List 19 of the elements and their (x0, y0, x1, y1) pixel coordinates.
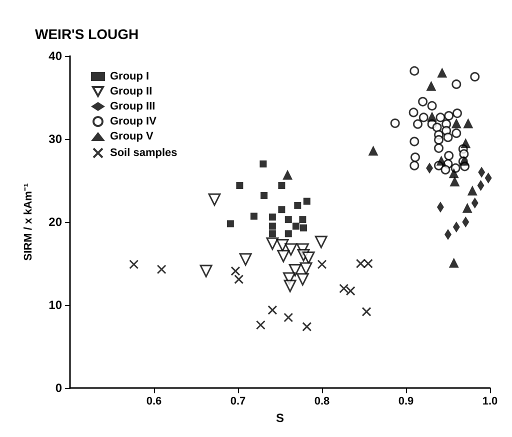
legend-label: Group III (110, 100, 156, 112)
chart-title: WEIR'S LOUGH (35, 26, 139, 42)
y-tick-label: 10 (48, 298, 62, 312)
y-tick-label: 20 (48, 215, 62, 230)
legend-label: Group I (110, 70, 150, 82)
x-tick-label: 0.8 (314, 396, 330, 408)
x-tick-label: 0.9 (398, 396, 414, 408)
y-axis-title: SIRM / x kAm⁻¹ (22, 183, 34, 261)
x-tick-label: 1.0 (482, 396, 498, 408)
legend-label: Group V (110, 130, 154, 142)
legend-label: Group II (110, 86, 152, 98)
legend-label: Soil samples (110, 147, 178, 159)
legend-label: Group IV (110, 116, 158, 128)
y-tick-label: 30 (48, 132, 62, 146)
y-tick-label: 40 (48, 49, 62, 63)
x-axis-title: S (276, 411, 284, 425)
y-tick-label: 0 (55, 381, 62, 396)
x-tick-label: 0.7 (230, 396, 246, 408)
x-tick-label: 0.6 (146, 396, 162, 408)
